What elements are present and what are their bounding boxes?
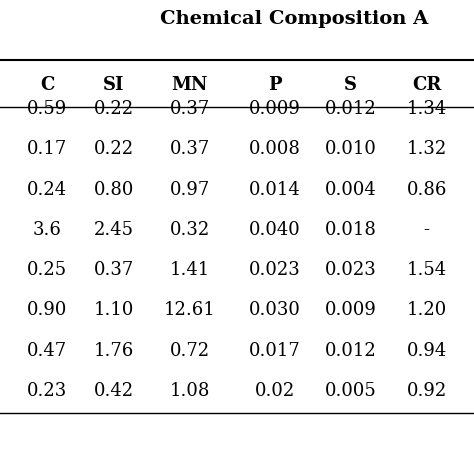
Text: 0.017: 0.017 [249, 342, 301, 360]
Text: -: - [424, 221, 429, 239]
Text: 0.17: 0.17 [27, 140, 67, 158]
Text: 0.004: 0.004 [325, 181, 377, 199]
Text: 0.023: 0.023 [249, 261, 301, 279]
Text: 0.008: 0.008 [249, 140, 301, 158]
Text: 0.47: 0.47 [27, 342, 67, 360]
Text: 1.34: 1.34 [407, 100, 447, 118]
Text: 0.018: 0.018 [325, 221, 377, 239]
Text: P: P [268, 76, 282, 94]
Text: 0.97: 0.97 [170, 181, 210, 199]
Text: 0.012: 0.012 [325, 342, 377, 360]
Text: 0.012: 0.012 [325, 100, 377, 118]
Text: 0.94: 0.94 [407, 342, 447, 360]
Text: 0.009: 0.009 [325, 301, 377, 319]
Text: 0.040: 0.040 [249, 221, 301, 239]
Text: 0.005: 0.005 [325, 382, 377, 400]
Text: 1.41: 1.41 [170, 261, 210, 279]
Text: Chemical Composition A: Chemical Composition A [160, 10, 428, 28]
Text: 0.37: 0.37 [170, 100, 210, 118]
Text: 1.54: 1.54 [407, 261, 447, 279]
Text: 0.02: 0.02 [255, 382, 295, 400]
Text: MN: MN [171, 76, 208, 94]
Text: 0.37: 0.37 [170, 140, 210, 158]
Text: 0.22: 0.22 [94, 100, 134, 118]
Text: 0.72: 0.72 [170, 342, 210, 360]
Text: 0.030: 0.030 [249, 301, 301, 319]
Text: 0.23: 0.23 [27, 382, 67, 400]
Text: 0.37: 0.37 [94, 261, 134, 279]
Text: 0.59: 0.59 [27, 100, 67, 118]
Text: 3.6: 3.6 [33, 221, 62, 239]
Text: 0.023: 0.023 [325, 261, 377, 279]
Text: 1.76: 1.76 [94, 342, 134, 360]
Text: 0.90: 0.90 [27, 301, 68, 319]
Text: 12.61: 12.61 [164, 301, 216, 319]
Text: 1.32: 1.32 [407, 140, 447, 158]
Text: 0.80: 0.80 [93, 181, 134, 199]
Text: 0.24: 0.24 [27, 181, 67, 199]
Text: 0.92: 0.92 [407, 382, 447, 400]
Text: SI: SI [103, 76, 125, 94]
Text: 0.009: 0.009 [249, 100, 301, 118]
Text: CR: CR [412, 76, 441, 94]
Text: 0.25: 0.25 [27, 261, 67, 279]
Text: 1.10: 1.10 [93, 301, 134, 319]
Text: 1.20: 1.20 [407, 301, 447, 319]
Text: S: S [344, 76, 357, 94]
Text: 0.014: 0.014 [249, 181, 301, 199]
Text: 0.42: 0.42 [94, 382, 134, 400]
Text: 1.08: 1.08 [169, 382, 210, 400]
Text: 0.32: 0.32 [170, 221, 210, 239]
Text: 0.22: 0.22 [94, 140, 134, 158]
Text: 2.45: 2.45 [94, 221, 134, 239]
Text: C: C [40, 76, 55, 94]
Text: 0.86: 0.86 [406, 181, 447, 199]
Text: 0.010: 0.010 [325, 140, 377, 158]
